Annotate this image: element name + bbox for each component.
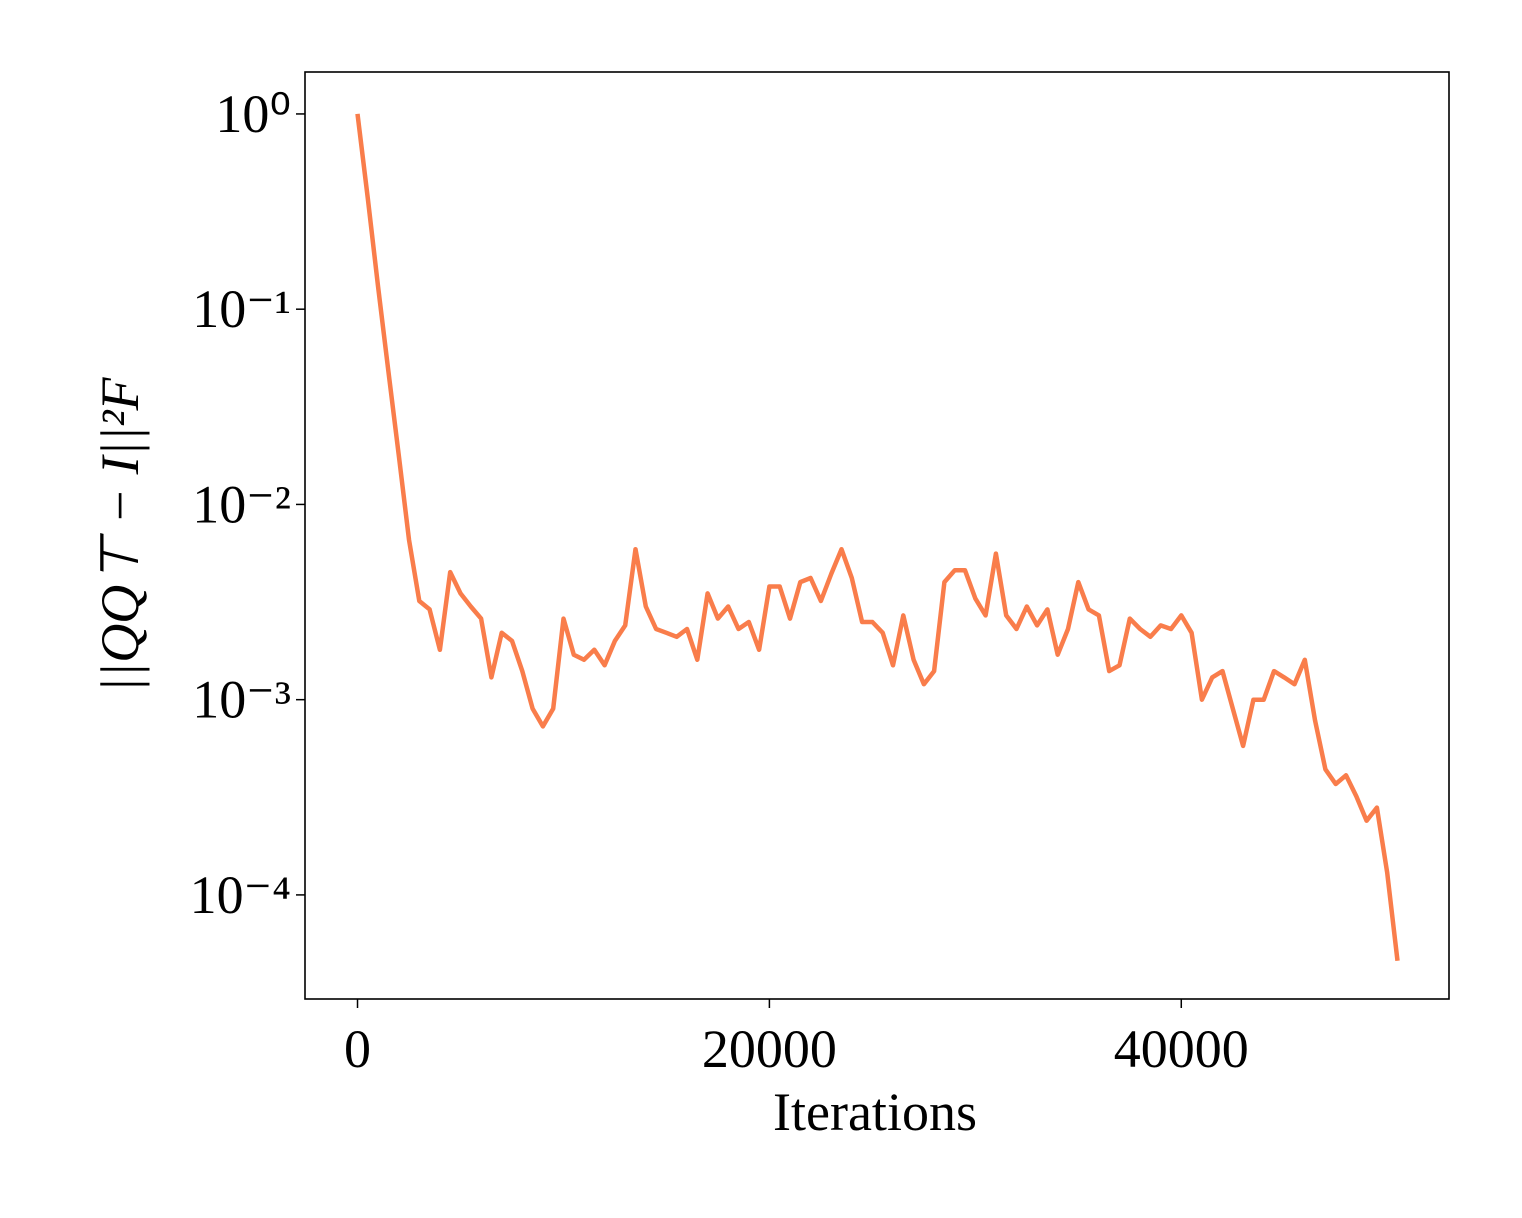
y-axis-label: ||QQ⊤ − I||²F bbox=[90, 376, 150, 692]
x-axis-label: Iterations bbox=[773, 1082, 977, 1142]
line bbox=[355, 113, 1400, 962]
y-tick-label: 10⁻¹ bbox=[192, 279, 291, 339]
plot-frame bbox=[304, 71, 1450, 1000]
x-tick-label: 40000 bbox=[1114, 1019, 1249, 1079]
y-tick-label: 10⁻⁴ bbox=[190, 865, 291, 925]
y-tick-label: 10⁻² bbox=[192, 474, 291, 534]
y-tick-label: 10⁻³ bbox=[192, 670, 291, 730]
x-tick-label: 20000 bbox=[702, 1019, 837, 1079]
x-tick-label: 0 bbox=[344, 1019, 371, 1079]
y-tick-label: 10⁰ bbox=[215, 84, 291, 144]
